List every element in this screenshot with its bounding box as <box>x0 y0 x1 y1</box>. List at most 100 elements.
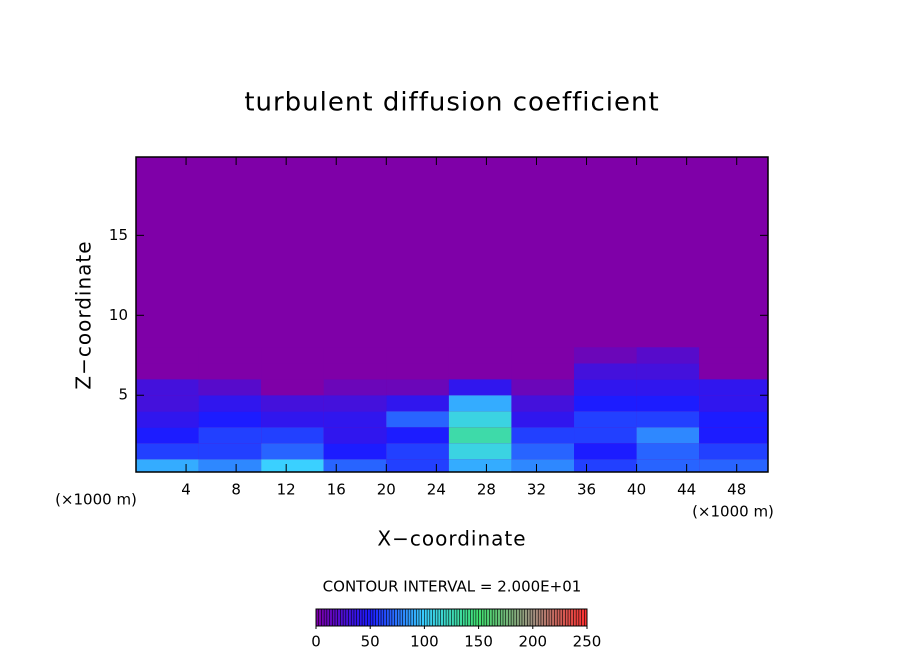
x-tick-label: 28 <box>477 481 496 499</box>
cell <box>261 379 324 396</box>
cell <box>323 427 387 444</box>
x-tick-label: 40 <box>627 481 646 499</box>
cell <box>261 363 324 380</box>
cell <box>261 347 324 364</box>
cell <box>448 363 512 380</box>
cell <box>261 459 324 472</box>
cell <box>323 347 387 364</box>
cell <box>636 411 700 428</box>
cell <box>386 411 449 428</box>
cell <box>261 443 324 460</box>
x-tick-label: 20 <box>377 481 396 499</box>
x-axis-label: X−coordinate <box>377 527 526 551</box>
x-tick-label: 24 <box>427 481 446 499</box>
cell <box>323 395 387 412</box>
cell <box>699 443 768 460</box>
cell <box>198 427 262 444</box>
cell <box>198 459 262 472</box>
cell <box>574 443 637 460</box>
cell <box>198 395 262 412</box>
cell <box>136 363 199 380</box>
cell <box>636 379 700 396</box>
cell <box>511 459 575 472</box>
x-tick-label: 4 <box>181 481 191 499</box>
cell <box>511 347 575 364</box>
cell <box>699 379 768 396</box>
contour-interval: CONTOUR INTERVAL = 2.000E+01 <box>323 578 582 596</box>
cell <box>636 459 700 472</box>
cell <box>261 427 324 444</box>
cell <box>323 443 387 460</box>
cell <box>511 379 575 396</box>
cell <box>448 411 512 428</box>
cell <box>136 427 199 444</box>
x-tick-label: 8 <box>231 481 241 499</box>
cell <box>386 459 449 472</box>
cell <box>136 379 199 396</box>
colorbar-tick-label: 200 <box>518 633 547 651</box>
x-tick-label: 48 <box>727 481 746 499</box>
cell <box>699 347 768 364</box>
cell <box>699 363 768 380</box>
cell <box>136 395 199 412</box>
cell <box>386 347 449 364</box>
cell <box>636 427 700 444</box>
cell <box>261 411 324 428</box>
cell <box>574 411 637 428</box>
cell <box>198 347 262 364</box>
cell <box>136 347 199 364</box>
cell <box>699 459 768 472</box>
x-unit: (×1000 m) <box>692 503 774 521</box>
cell <box>574 459 637 472</box>
cell <box>448 427 512 444</box>
colorbar-tick-label: 250 <box>573 633 602 651</box>
cell <box>448 395 512 412</box>
cell <box>386 395 449 412</box>
cell <box>448 379 512 396</box>
cell <box>323 459 387 472</box>
cell <box>574 395 637 412</box>
colorbar-tick-label: 150 <box>464 633 493 651</box>
x-tick-label: 16 <box>327 481 346 499</box>
y-tick-label: 10 <box>109 306 128 324</box>
cell <box>261 395 324 412</box>
cell <box>448 459 512 472</box>
cell <box>136 459 199 472</box>
plot-frame <box>135 156 769 473</box>
cell <box>323 363 387 380</box>
cell <box>699 427 768 444</box>
cell <box>511 363 575 380</box>
cell <box>636 443 700 460</box>
cell <box>198 443 262 460</box>
cell <box>511 443 575 460</box>
cell <box>574 363 637 380</box>
chart-title: turbulent diffusion coefficient <box>244 88 659 118</box>
cell <box>136 443 199 460</box>
cell <box>323 379 387 396</box>
y-axis-label: Z−coordinate <box>72 240 96 389</box>
cell <box>386 427 449 444</box>
x-unit: (×1000 m) <box>55 491 137 509</box>
cell <box>636 347 700 364</box>
x-tick-label: 36 <box>577 481 596 499</box>
x-tick-label: 32 <box>527 481 546 499</box>
cell <box>323 411 387 428</box>
cell <box>198 363 262 380</box>
cell <box>574 347 637 364</box>
cell <box>448 443 512 460</box>
cell <box>511 427 575 444</box>
cell <box>386 363 449 380</box>
y-tick-label: 5 <box>118 386 128 404</box>
cell <box>198 379 262 396</box>
cell <box>574 427 637 444</box>
colorbar-tick-label: 0 <box>311 633 321 651</box>
cell <box>511 395 575 412</box>
x-tick-label: 44 <box>677 481 696 499</box>
x-tick-label: 12 <box>277 481 296 499</box>
cell <box>198 411 262 428</box>
colorbar-tick-label: 100 <box>410 633 439 651</box>
y-tick-label: 15 <box>109 226 128 244</box>
cell <box>386 379 449 396</box>
cell <box>136 411 199 428</box>
